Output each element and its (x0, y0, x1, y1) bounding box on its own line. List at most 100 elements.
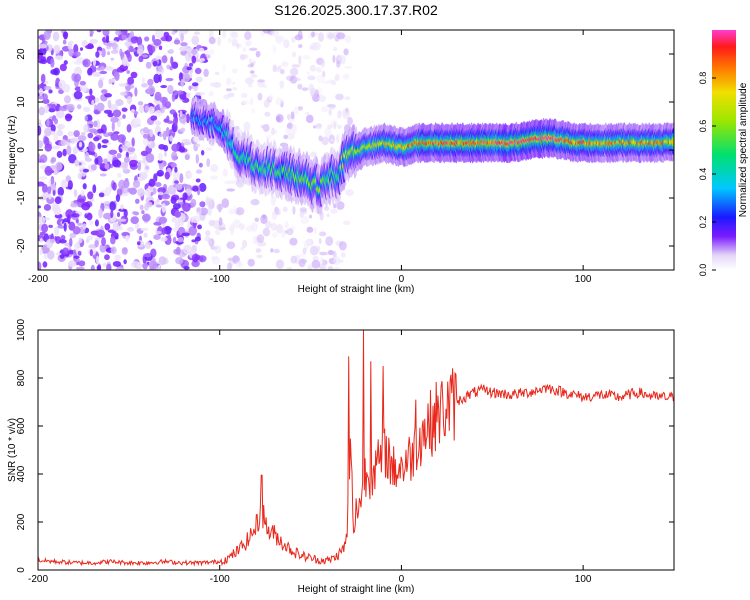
noise-blob (173, 39, 181, 45)
noise-blob (95, 255, 100, 265)
noise-blob (232, 205, 237, 215)
noise-blob (193, 31, 201, 35)
noise-blob (40, 73, 46, 84)
noise-blob (140, 227, 149, 232)
noise-blob (155, 230, 162, 235)
noise-blob (50, 176, 55, 186)
noise-blob (41, 183, 48, 194)
spectrogram-y-tick-label: -10 (16, 190, 27, 205)
noise-blob (98, 79, 104, 89)
noise-blob (99, 173, 107, 177)
noise-blob (115, 267, 125, 270)
noise-blob (89, 39, 98, 44)
noise-blob (85, 44, 94, 50)
noise-blob (99, 243, 107, 253)
noise-blob (167, 84, 174, 95)
noise-blob (50, 58, 55, 68)
noise-blob (216, 203, 224, 211)
snr-y-tick-label: 200 (16, 513, 27, 530)
noise-blob (191, 239, 196, 243)
noise-blob (325, 236, 334, 246)
noise-blob (270, 129, 278, 134)
noise-blob (218, 226, 226, 231)
noise-blob (319, 256, 324, 267)
noise-blob (149, 128, 154, 138)
noise-blob (73, 130, 80, 138)
noise-blob (319, 251, 328, 256)
noise-blob (248, 47, 258, 52)
noise-blob (110, 132, 119, 141)
noise-blob (169, 109, 176, 115)
noise-blob (199, 201, 205, 207)
noise-blob (309, 42, 318, 51)
noise-blob (138, 105, 145, 114)
noise-blob (112, 42, 117, 51)
noise-blob (116, 212, 121, 218)
noise-blob (236, 43, 240, 50)
noise-blob (180, 42, 188, 47)
noise-blob (94, 157, 99, 165)
noise-blob (158, 216, 168, 224)
noise-blob (243, 121, 251, 132)
noise-blob (238, 223, 245, 231)
noise-blob (241, 100, 250, 105)
noise-blob (218, 217, 223, 226)
noise-blob (324, 127, 332, 138)
noise-blob (53, 226, 60, 236)
noise-blob (241, 239, 248, 249)
noise-blob (209, 48, 214, 55)
noise-blob (275, 97, 283, 106)
noise-blob (130, 71, 138, 79)
noise-blob (312, 255, 319, 261)
noise-blob (311, 31, 315, 38)
noise-blob (195, 169, 203, 174)
noise-blob (67, 42, 73, 50)
noise-blob (152, 60, 158, 67)
noise-blob (262, 30, 272, 34)
noise-blob (227, 257, 236, 261)
noise-blob (110, 116, 119, 123)
noise-blob (291, 64, 301, 68)
noise-blob (182, 202, 191, 212)
noise-blob (289, 67, 299, 76)
noise-blob (186, 172, 193, 179)
noise-blob (51, 145, 61, 150)
noise-blob (226, 241, 236, 250)
noise-blob (118, 218, 127, 222)
spectrogram-x-tick-label: -200 (28, 274, 48, 285)
noise-blob (110, 57, 115, 61)
noise-blob (89, 33, 93, 37)
noise-blob (300, 258, 308, 264)
noise-blob (48, 89, 53, 94)
noise-blob (139, 204, 144, 211)
noise-blob (286, 228, 294, 236)
noise-blob (330, 138, 334, 143)
noise-blob (208, 90, 214, 97)
noise-blob (145, 153, 155, 163)
noise-blob (334, 93, 344, 101)
noise-blob (286, 266, 292, 270)
noise-blob (165, 77, 174, 82)
noise-blob (227, 92, 235, 98)
noise-blob (166, 115, 170, 122)
noise-blob (176, 90, 184, 95)
snr-y-label: SNR (10 * v/v) (7, 418, 18, 482)
noise-blob (278, 65, 282, 70)
noise-blob (286, 132, 295, 140)
noise-blob (98, 208, 103, 219)
noise-blob (158, 161, 164, 171)
noise-blob (56, 150, 63, 158)
noise-blob (94, 97, 100, 103)
noise-blob (319, 231, 327, 237)
noise-blob (169, 49, 174, 53)
noise-blob (147, 78, 154, 86)
noise-blob (163, 130, 167, 141)
noise-blob (115, 98, 124, 107)
noise-blob (185, 113, 190, 124)
noise-blob (103, 158, 108, 165)
noise-blob (327, 249, 334, 256)
noise-blob (152, 187, 157, 195)
noise-blob (175, 256, 184, 265)
